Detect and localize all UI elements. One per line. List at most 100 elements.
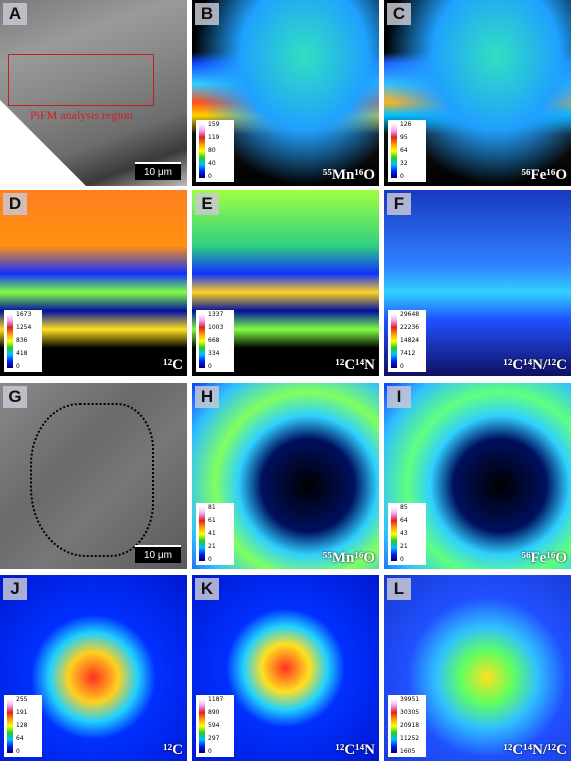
colorbar-tick-label: 29648	[400, 311, 420, 318]
colorbar-tick-label: 7412	[400, 350, 416, 357]
image-panel: C ⁵⁶Fe¹⁶O 126 95 64 32 0	[384, 0, 571, 186]
colorbar-tick-label: 11252	[400, 735, 420, 742]
colorbar-tick-label: 41	[208, 530, 216, 537]
colorbar-tick-label: 890	[208, 709, 220, 716]
image-panel: F ¹²C¹⁴N/¹²C 29648 22236 14824 7412 0	[384, 190, 571, 376]
colorbar-tick-label: 128	[16, 722, 28, 729]
colorbar-tick-label: 0	[400, 556, 404, 563]
colorbar-tick-label: 1605	[400, 748, 416, 755]
colorbar: 81 61 41 21 0	[196, 503, 234, 565]
panel-letter: I	[387, 386, 411, 408]
colorbar-tick-label: 159	[208, 121, 220, 128]
colorbar-tick-label: 836	[16, 337, 28, 344]
image-panel: D ¹²C 1673 1254 836 418 0	[0, 190, 187, 376]
colorbar-tick-label: 43	[400, 530, 408, 537]
analysis-region-box	[8, 54, 154, 106]
colorbar-tick-label: 0	[208, 556, 212, 563]
colorbar-tick-label: 80	[208, 147, 216, 154]
shadow-triangle	[0, 100, 86, 186]
colorbar-tick-label: 21	[208, 543, 216, 550]
ion-label: ⁵⁵Mn¹⁶O	[322, 550, 375, 566]
colorbar-tick-label: 20918	[400, 722, 420, 729]
colorbar-tick-label: 1187	[208, 696, 224, 703]
colorbar-tick-label: 32	[400, 160, 408, 167]
panel-letter: K	[195, 578, 219, 600]
panel-letter: D	[3, 193, 27, 215]
panel-letter: G	[3, 386, 27, 408]
colorbar-tick-label: 85	[400, 504, 408, 511]
image-panel: B ⁵⁵Mn¹⁶O 159 119 80 40 0	[192, 0, 379, 186]
ion-label: ¹²C¹⁴N	[335, 742, 375, 758]
colorbar-tick-label: 61	[208, 517, 216, 524]
colorbar-tick-label: 334	[208, 350, 220, 357]
colorbar-tick-label: 1254	[16, 324, 32, 331]
colorbar-tick-label: 1337	[208, 311, 224, 318]
colorbar-tick-label: 0	[400, 363, 404, 370]
colorbar-tick-label: 119	[208, 134, 220, 141]
colorbar-tick-label: 0	[16, 748, 20, 755]
colorbar-tick-label: 30305	[400, 709, 420, 716]
panel-letter: C	[387, 3, 411, 25]
colorbar-tick-label: 40	[208, 160, 216, 167]
panel-letter: B	[195, 3, 219, 25]
image-panel: K ¹²C¹⁴N 1187 890 594 297 0	[192, 575, 379, 761]
colorbar-tick-label: 0	[208, 748, 212, 755]
colorbar-tick-label: 81	[208, 504, 216, 511]
colorbar-tick-label: 668	[208, 337, 220, 344]
colorbar-tick-label: 418	[16, 350, 28, 357]
ion-label: ¹²C¹⁴N/¹²C	[503, 357, 567, 373]
colorbar: 1673 1254 836 418 0	[4, 310, 42, 372]
colorbar-tick-label: 22236	[400, 324, 420, 331]
ion-label: ¹²C	[163, 357, 183, 373]
colorbar-tick-label: 21	[400, 543, 408, 550]
colorbar-strip	[199, 314, 205, 368]
colorbar-strip	[391, 124, 397, 178]
colorbar-strip	[391, 507, 397, 561]
colorbar-tick-label: 64	[16, 735, 24, 742]
colorbar-tick-label: 64	[400, 147, 408, 154]
annotation: PiFM analysis region	[30, 108, 133, 122]
ion-label: ¹²C¹⁴N	[335, 357, 375, 373]
colorbar-tick-label: 64	[400, 517, 408, 524]
colorbar: 1337 1003 668 334 0	[196, 310, 234, 372]
colorbar-tick-label: 0	[16, 363, 20, 370]
ion-label: ⁵⁵Mn¹⁶O	[322, 167, 375, 183]
colorbar-strip	[391, 699, 397, 753]
ion-label: ¹²C	[163, 742, 183, 758]
colorbar-strip	[199, 699, 205, 753]
ion-label: ¹²C¹⁴N/¹²C	[503, 742, 567, 758]
colorbar-tick-label: 95	[400, 134, 408, 141]
scale-bar: 10 μm	[135, 162, 181, 180]
colorbar-tick-label: 1003	[208, 324, 224, 331]
ion-label: ⁵⁶Fe¹⁶O	[521, 167, 567, 183]
colorbar-tick-label: 14824	[400, 337, 420, 344]
image-panel: I ⁵⁶Fe¹⁶O 85 64 43 21 0	[384, 383, 571, 569]
image-panel: A PiFM analysis region 10 μm	[0, 0, 187, 186]
colorbar: 39951 30305 20918 11252 1605	[388, 695, 426, 757]
panel-letter: E	[195, 193, 219, 215]
colorbar-tick-label: 0	[208, 363, 212, 370]
colorbar-tick-label: 255	[16, 696, 28, 703]
colorbar: 85 64 43 21 0	[388, 503, 426, 565]
scale-bar: 10 μm	[135, 545, 181, 563]
colorbar-tick-label: 126	[400, 121, 412, 128]
colorbar: 1187 890 594 297 0	[196, 695, 234, 757]
colorbar-tick-label: 1673	[16, 311, 32, 318]
image-panel: E ¹²C¹⁴N 1337 1003 668 334 0	[192, 190, 379, 376]
dotted-outline	[30, 403, 154, 557]
panel-letter: J	[3, 578, 27, 600]
panel-letter: A	[3, 3, 27, 25]
image-panel: L ¹²C¹⁴N/¹²C 39951 30305 20918 11252 1605	[384, 575, 571, 761]
image-panel: H ⁵⁵Mn¹⁶O 81 61 41 21 0	[192, 383, 379, 569]
colorbar-tick-label: 0	[208, 173, 212, 180]
colorbar: 29648 22236 14824 7412 0	[388, 310, 426, 372]
panel-letter: H	[195, 386, 219, 408]
ion-label: ⁵⁶Fe¹⁶O	[521, 550, 567, 566]
colorbar-tick-label: 39951	[400, 696, 420, 703]
colorbar: 255 191 128 64 0	[4, 695, 42, 757]
colorbar-strip	[391, 314, 397, 368]
colorbar-strip	[199, 124, 205, 178]
colorbar-strip	[199, 507, 205, 561]
colorbar: 126 95 64 32 0	[388, 120, 426, 182]
